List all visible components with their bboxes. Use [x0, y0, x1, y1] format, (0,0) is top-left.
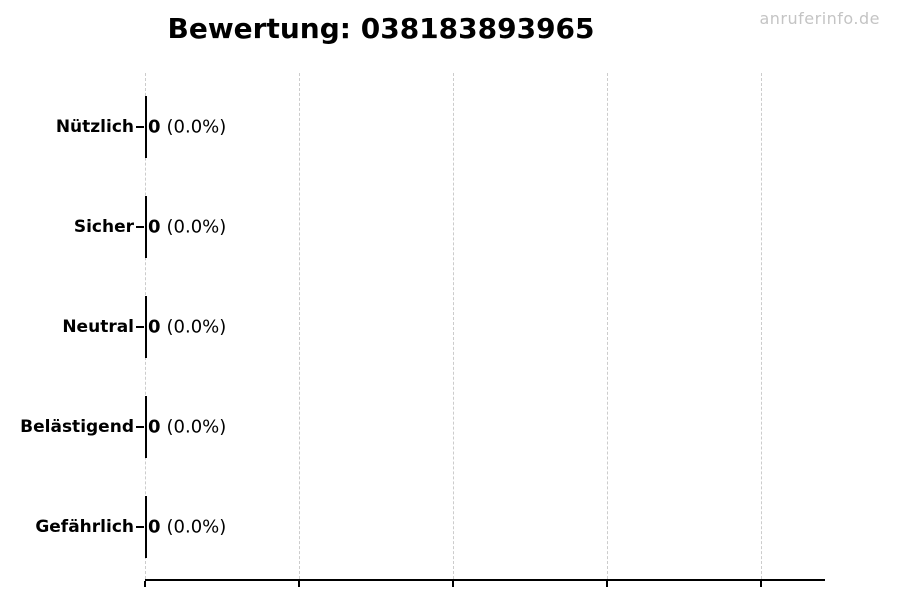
y-axis-tick	[136, 126, 144, 128]
bar-row: Nützlich 0 (0.0%)	[0, 96, 900, 158]
gridline	[761, 73, 762, 579]
value-label: 0 (0.0%)	[148, 117, 226, 138]
bar-row: Belästigend 0 (0.0%)	[0, 396, 900, 458]
category-label: Neutral	[62, 317, 134, 337]
bar-zero-width	[145, 496, 147, 558]
bar-row: Neutral 0 (0.0%)	[0, 296, 900, 358]
value-percent: (0.0%)	[166, 116, 227, 138]
value-percent: (0.0%)	[166, 216, 227, 238]
value-percent: (0.0%)	[166, 316, 227, 338]
x-axis-tick	[452, 581, 454, 587]
watermark: anruferinfo.de	[759, 9, 880, 28]
x-axis-tick	[760, 581, 762, 587]
category-label: Nützlich	[55, 117, 134, 137]
gridline	[299, 73, 300, 579]
category-label: Belästigend	[20, 417, 134, 437]
y-axis-tick	[136, 426, 144, 428]
category-label: Sicher	[73, 217, 134, 237]
gridline	[607, 73, 608, 579]
bar-zero-width	[145, 296, 147, 358]
y-axis-tick	[136, 326, 144, 328]
bar-zero-width	[145, 196, 147, 258]
category-label: Gefährlich	[35, 517, 134, 537]
x-axis-line	[145, 579, 825, 581]
value-count: 0	[148, 316, 161, 338]
x-axis-tick	[144, 581, 146, 587]
value-percent: (0.0%)	[166, 516, 227, 538]
x-axis-tick	[606, 581, 608, 587]
value-percent: (0.0%)	[166, 416, 227, 438]
chart-title: Bewertung: 038183893965	[167, 12, 595, 45]
value-count: 0	[148, 116, 161, 138]
value-label: 0 (0.0%)	[148, 417, 226, 438]
value-count: 0	[148, 216, 161, 238]
y-axis-tick	[136, 226, 144, 228]
value-count: 0	[148, 516, 161, 538]
value-label: 0 (0.0%)	[148, 517, 226, 538]
bar-row: Gefährlich 0 (0.0%)	[0, 496, 900, 558]
y-axis-tick	[136, 526, 144, 528]
value-label: 0 (0.0%)	[148, 217, 226, 238]
value-label: 0 (0.0%)	[148, 317, 226, 338]
bar-zero-width	[145, 96, 147, 158]
gridline	[453, 73, 454, 579]
x-axis-tick	[298, 581, 300, 587]
bar-zero-width	[145, 396, 147, 458]
value-count: 0	[148, 416, 161, 438]
bar-row: Sicher 0 (0.0%)	[0, 196, 900, 258]
